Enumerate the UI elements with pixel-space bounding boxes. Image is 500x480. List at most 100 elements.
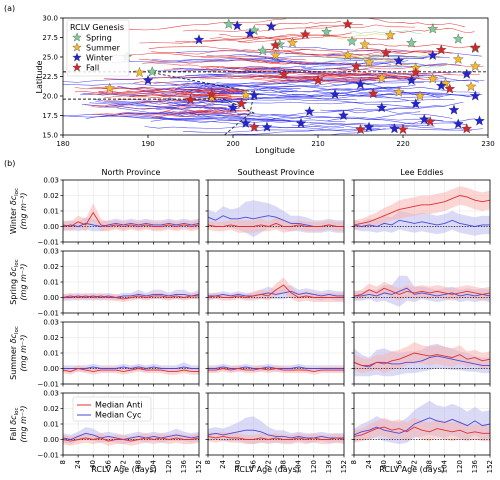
rclv-track bbox=[258, 78, 347, 84]
ytick-label: 0.00 bbox=[43, 223, 59, 231]
rclv-track bbox=[267, 49, 360, 58]
genesis-star-spring bbox=[257, 45, 269, 56]
xtick-label: 136 bbox=[180, 459, 188, 473]
map-xtick-label: 180 bbox=[56, 140, 69, 148]
genesis-star-winter bbox=[227, 102, 239, 113]
line-legend-box bbox=[72, 396, 152, 422]
map-legend-title: RCLV Genesis bbox=[70, 23, 124, 32]
genesis-star-fall bbox=[350, 60, 362, 71]
map-xtick-label: 210 bbox=[311, 140, 324, 148]
rclv-track bbox=[327, 113, 453, 121]
median-anti-line bbox=[62, 437, 200, 442]
median-anti-line bbox=[353, 195, 491, 226]
genesis-star-summer bbox=[393, 86, 405, 97]
rclv-track bbox=[183, 85, 230, 93]
rclv-track bbox=[360, 92, 470, 98]
genesis-star-fall bbox=[270, 39, 281, 50]
genesis-star-summer bbox=[287, 37, 298, 48]
genesis-star-summer bbox=[384, 29, 396, 40]
rclv-track bbox=[285, 49, 432, 56]
genesis-star-winter bbox=[295, 117, 307, 128]
ytick-label: −0.01 bbox=[38, 309, 59, 317]
rclv-track bbox=[63, 72, 284, 83]
genesis-stars bbox=[104, 18, 485, 135]
median-anti-line bbox=[207, 435, 345, 440]
rclv-track bbox=[88, 93, 242, 98]
row-label-main: Summer δcloc bbox=[9, 326, 20, 380]
rclv-track bbox=[159, 107, 229, 115]
x-label-col-1: RCLV Age (days) bbox=[91, 465, 156, 474]
rclv-track bbox=[82, 90, 227, 96]
ytick-label: 0.01 bbox=[43, 420, 59, 428]
legend-star-winter bbox=[72, 52, 82, 62]
rclv-track bbox=[335, 68, 425, 80]
rclv-track bbox=[170, 83, 239, 91]
rclv-track bbox=[89, 102, 234, 108]
xtick-label: 104 bbox=[295, 459, 303, 473]
ytick-label: 0.03 bbox=[43, 389, 59, 397]
row-label-main: Spring δcloc bbox=[9, 259, 20, 305]
rclv-track bbox=[282, 72, 451, 80]
rclv-track bbox=[183, 128, 473, 133]
x-label-col-2: RCLV Age (days) bbox=[234, 465, 299, 474]
genesis-star-summer bbox=[206, 91, 218, 103]
genesis-star-winter bbox=[231, 20, 243, 31]
median-anti-line bbox=[353, 352, 491, 366]
legend-label-summer: Summer bbox=[86, 44, 121, 53]
ytick-label: 0.03 bbox=[43, 176, 59, 184]
rclv-track bbox=[193, 82, 313, 97]
map-ytick-label: 15.0 bbox=[42, 132, 58, 140]
genesis-star-fall bbox=[355, 123, 366, 135]
genesis-star-fall bbox=[424, 116, 436, 127]
median-anti-line bbox=[208, 368, 344, 373]
rclv-track bbox=[148, 46, 343, 53]
genesis-star-winter bbox=[469, 90, 481, 101]
genesis-star-fall bbox=[312, 74, 324, 85]
xtick-label: 88 bbox=[135, 460, 143, 469]
column-title: Southeast Province bbox=[238, 168, 315, 177]
rclv-track bbox=[239, 57, 312, 65]
rclv-track bbox=[179, 112, 230, 118]
rclv-track bbox=[253, 85, 473, 98]
rclv-track bbox=[205, 66, 285, 70]
ytick-label: 0.02 bbox=[43, 405, 59, 413]
xtick-label: 8 bbox=[59, 460, 67, 464]
xtick-label: 152 bbox=[195, 460, 203, 473]
median-cyc-line bbox=[63, 366, 199, 369]
legend-star-fall bbox=[72, 62, 82, 72]
province-boundary bbox=[249, 92, 255, 114]
subplot-winter-north-province: −0.01 0.00 0.01 0.02 0.03 bbox=[38, 176, 200, 246]
ytick-label: 0.01 bbox=[43, 349, 59, 357]
genesis-star-winter bbox=[435, 80, 447, 91]
subplot-summer-lee-eddies bbox=[351, 321, 491, 387]
median-cyc-line bbox=[62, 222, 200, 227]
subplot-fall-lee-eddies: 8 24 40 56 72 88 104 120 136 152 bbox=[350, 392, 494, 473]
xtick-label: 120 bbox=[310, 460, 318, 473]
genesis-star-fall bbox=[185, 94, 196, 105]
genesis-star-summer bbox=[134, 66, 145, 78]
rclv-track bbox=[301, 67, 447, 78]
subplot-spring-north-province: −0.01 0.00 0.01 0.02 0.03 bbox=[38, 247, 200, 317]
genesis-star-winter bbox=[338, 109, 349, 121]
genesis-star-spring bbox=[406, 37, 417, 48]
genesis-star-spring bbox=[146, 66, 158, 77]
ytick-label: 0.01 bbox=[43, 207, 59, 215]
genesis-star-winter bbox=[244, 27, 256, 39]
genesis-star-winter bbox=[363, 121, 375, 132]
map-xtick-label: 230 bbox=[481, 140, 494, 148]
median-cyc-line bbox=[208, 290, 344, 297]
genesis-star-winter bbox=[304, 105, 315, 117]
xtick-label: 8 bbox=[204, 460, 212, 464]
rclv-track bbox=[118, 113, 293, 123]
genesis-star-winter bbox=[410, 98, 422, 109]
xtick-label: 104 bbox=[150, 459, 158, 473]
median-cyc-line bbox=[62, 432, 200, 440]
median-cyc-line bbox=[207, 429, 344, 439]
ytick-label: −0.01 bbox=[38, 238, 59, 246]
subplot-winter-southeast-province bbox=[205, 179, 345, 245]
ytick-label: 0.02 bbox=[43, 263, 59, 271]
subplot-winter-lee-eddies bbox=[351, 179, 491, 245]
genesis-star-winter bbox=[193, 34, 205, 45]
median-anti-line bbox=[62, 211, 200, 227]
